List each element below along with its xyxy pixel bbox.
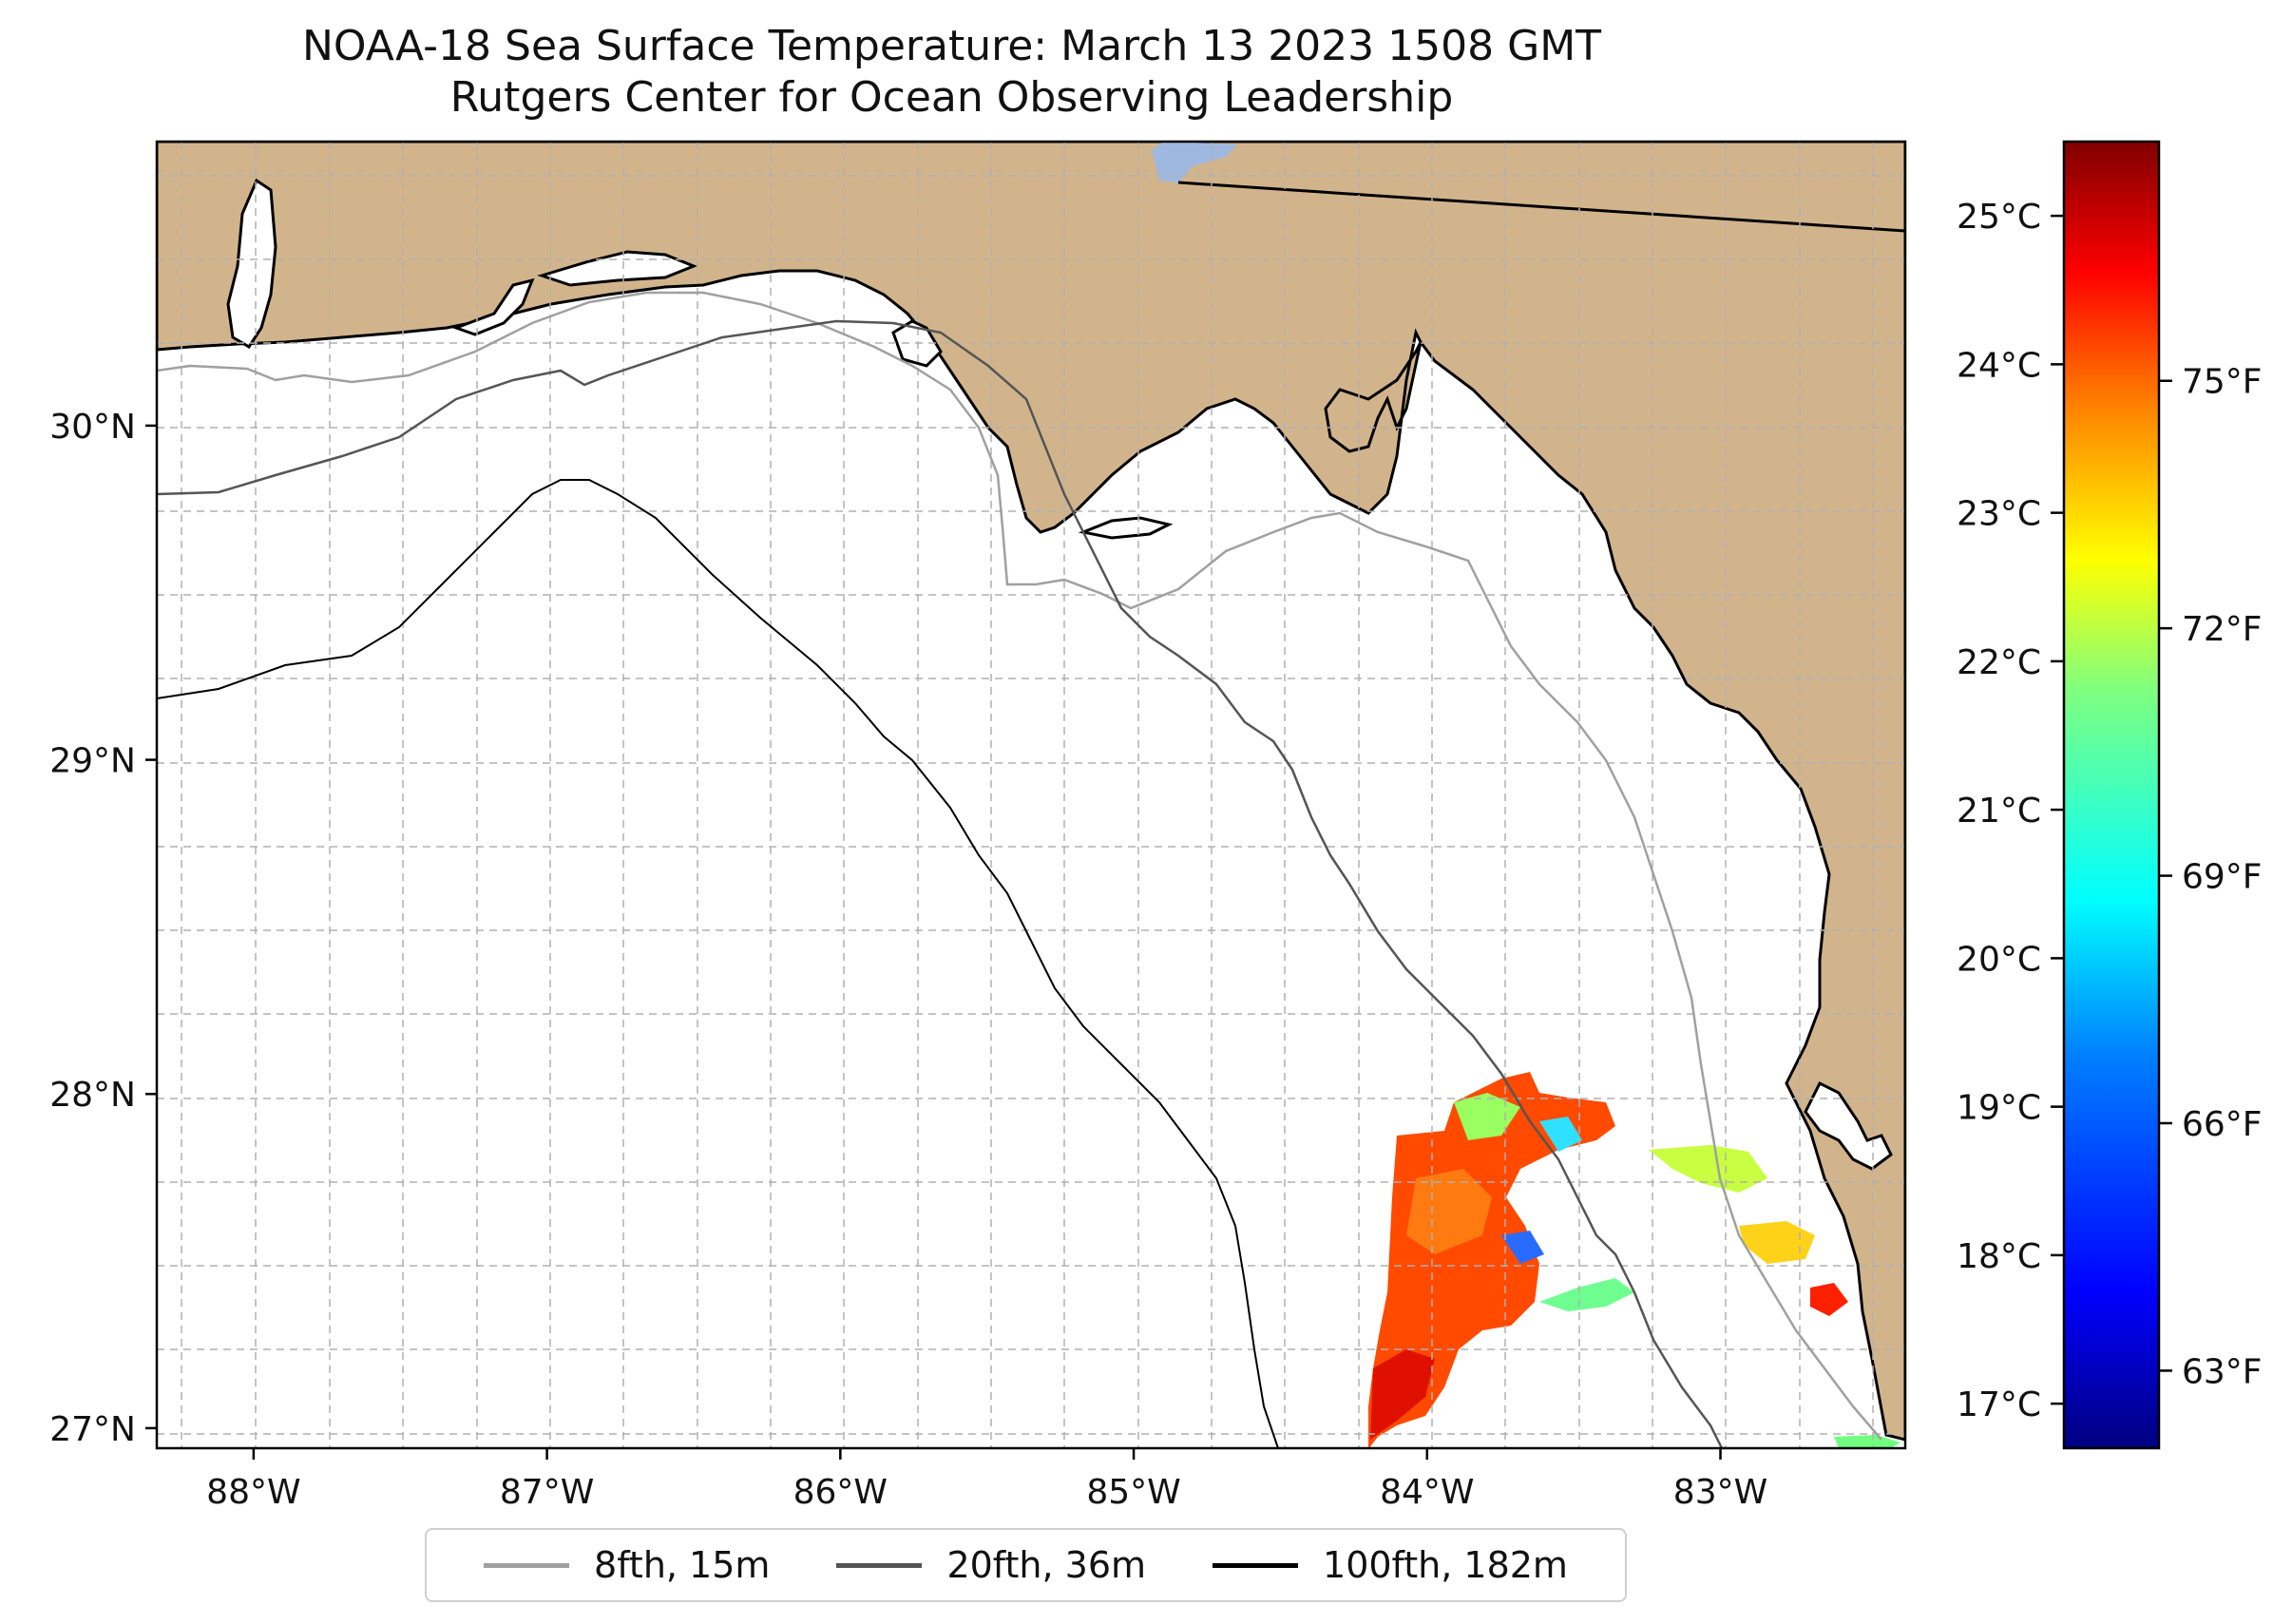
colorbar-fahrenheit-label: 69°F xyxy=(2182,858,2263,897)
sst-patch-tampa xyxy=(1810,1283,1848,1316)
colorbar-celsius-label: 24°C xyxy=(1957,346,2041,385)
state-border xyxy=(1177,181,1905,233)
colorbar xyxy=(2062,140,2161,1450)
isobath-legend: 8fth, 15m 20fth, 36m 100fth, 182m xyxy=(425,1528,1627,1602)
apalachicola-bay xyxy=(1078,516,1174,540)
mobile-bay xyxy=(226,178,277,350)
lat-tick-label: 28°N xyxy=(49,1076,136,1115)
legend-item-20fth: 20fth, 36m xyxy=(836,1544,1146,1586)
colorbar-celsius-label: 22°C xyxy=(1957,643,2041,682)
sst-patch-green-rim xyxy=(1454,1093,1520,1140)
isobath-8fth xyxy=(157,291,1882,1441)
sst-patch-band xyxy=(1539,1278,1634,1311)
lon-tick-label: 85°W xyxy=(1086,1473,1180,1512)
sst-patch-warm-core xyxy=(1406,1169,1492,1254)
colorbar-celsius-label: 18°C xyxy=(1957,1237,2041,1276)
colorbar-celsius-label: 23°C xyxy=(1957,495,2041,534)
land-florida xyxy=(157,142,1905,1442)
sst-patch-nearshore xyxy=(1649,1145,1767,1193)
colorbar-celsius-label: 19°C xyxy=(1957,1089,2041,1128)
colorbar-celsius-label: 17°C xyxy=(1957,1385,2041,1424)
colorbar-fahrenheit-label: 75°F xyxy=(2182,363,2263,402)
sst-patch-cyan-spot xyxy=(1539,1117,1582,1152)
tick-layer: 88°W 87°W 86°W 85°W 84°W 83°W 30°N 29°N 28°N 27°N… xyxy=(49,198,2262,1512)
sst-map-figure: 88°W 87°W 86°W 85°W 84°W 83°W 30°N 29°N 28°N 27°N… xyxy=(49,140,2263,1512)
sst-patch-hot-edge xyxy=(1370,1349,1435,1440)
colorbar-fahrenheit-label: 66°F xyxy=(2182,1105,2263,1144)
legend-label-100fth: 100fth, 182m xyxy=(1323,1544,1568,1586)
title-line-1: NOAA-18 Sea Surface Temperature: March 1… xyxy=(301,22,1602,70)
colorbar-celsius-label: 21°C xyxy=(1957,792,2041,831)
lat-tick-label: 27°N xyxy=(49,1410,136,1449)
legend-item-100fth: 100fth, 182m xyxy=(1213,1544,1568,1586)
lon-tick-label: 84°W xyxy=(1380,1473,1474,1512)
legend-line-8fth xyxy=(484,1562,570,1568)
lat-tick-label: 29°N xyxy=(49,742,136,781)
isobath-20fth xyxy=(157,319,1724,1448)
legend-label-8fth: 8fth, 15m xyxy=(594,1544,771,1586)
chart-title: NOAA-18 Sea Surface Temperature: March 1… xyxy=(0,21,1903,124)
lon-tick-label: 88°W xyxy=(206,1473,300,1512)
sst-data xyxy=(1368,1072,1900,1448)
legend-line-20fth xyxy=(836,1562,923,1568)
colorbar-celsius-label: 25°C xyxy=(1957,198,2041,237)
colorbar-fahrenheit-label: 63°F xyxy=(2182,1352,2263,1391)
map-gridlines xyxy=(157,142,1905,1448)
map-frame xyxy=(155,140,1907,1450)
isobath-100fth xyxy=(157,479,1279,1448)
colorbar-celsius-label: 20°C xyxy=(1957,940,2041,979)
pensacola-bay xyxy=(451,277,535,336)
tampa-bay xyxy=(1804,1080,1893,1171)
legend-label-20fth: 20fth, 36m xyxy=(946,1544,1147,1586)
lon-tick-label: 87°W xyxy=(500,1473,594,1512)
legend-line-100fth xyxy=(1213,1562,1299,1568)
legend-item-8fth: 8fth, 15m xyxy=(484,1544,770,1586)
lat-tick-label: 30°N xyxy=(49,408,136,447)
lon-tick-label: 86°W xyxy=(793,1473,888,1512)
sst-patch-south-tip xyxy=(1834,1435,1900,1448)
sst-patch-nearshore-2 xyxy=(1739,1221,1815,1264)
sst-patch-main xyxy=(1368,1072,1615,1448)
lon-tick-label: 83°W xyxy=(1673,1473,1767,1512)
lake xyxy=(1152,142,1237,182)
sst-patch-cool-spot xyxy=(1501,1231,1544,1264)
title-line-2: Rutgers Center for Ocean Observing Leade… xyxy=(449,73,1454,122)
colorbar-fahrenheit-label: 72°F xyxy=(2182,610,2263,649)
